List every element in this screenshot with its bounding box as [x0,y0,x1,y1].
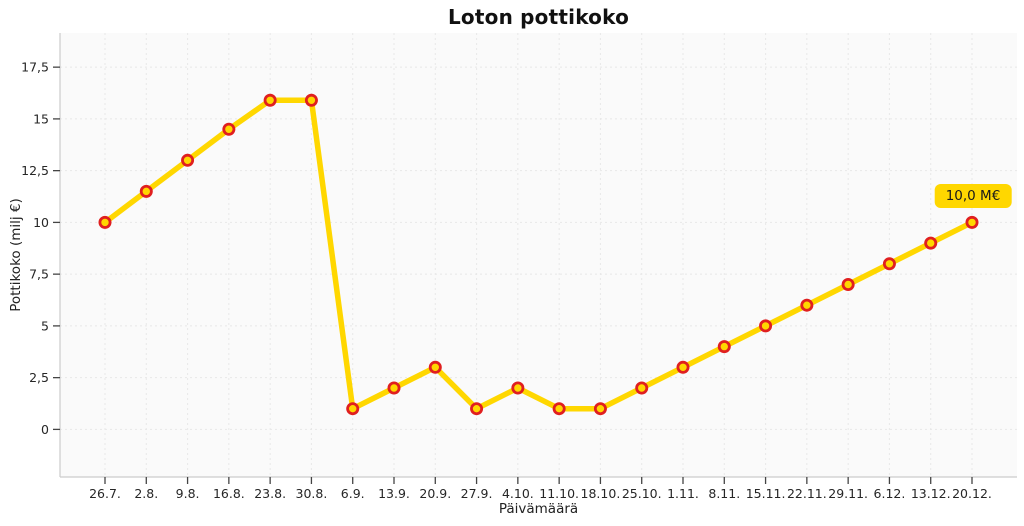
y-tick-label: 12,5 [21,163,49,178]
data-point [800,298,814,312]
y-tick-label: 17,5 [21,60,49,75]
x-tick-label: 13.9. [378,486,410,501]
x-tick-label: 2.8. [134,486,158,501]
x-tick-label: 15.11. [746,486,786,501]
data-point [428,360,442,374]
x-tick-label: 29.11. [828,486,868,501]
y-tick-label: 7,5 [29,267,49,282]
data-point [593,402,607,416]
data-point [552,402,566,416]
y-tick-label: 5 [41,318,49,333]
plot-panel [60,33,1017,477]
y-tick-label: 2,5 [29,370,49,385]
x-axis-title: Päivämäärä [498,501,579,517]
data-line [102,97,975,412]
data-point [882,257,896,271]
x-tick-label: 18.10. [581,486,621,501]
data-point [346,402,360,416]
y-axis-title: Pottikoko (milj €) [8,198,24,312]
x-tick-label: 4.10. [502,486,534,501]
data-point [635,381,649,395]
x-tick-label: 30.8. [296,486,328,501]
x-tick-label: 27.9. [461,486,493,501]
x-tick-label: 6.9. [341,486,365,501]
x-tick-label: 25.10. [622,486,662,501]
x-tick-label: 22.11. [787,486,827,501]
x-tick-label: 26.7. [89,486,121,501]
x-tick-label: 23.8. [254,486,286,501]
data-point [222,122,236,136]
x-tick-label: 13.12. [911,486,951,501]
y-tick-label: 15 [33,111,49,126]
data-point [304,93,318,107]
data-point [470,402,484,416]
data-point [98,215,112,229]
data-point [181,153,195,167]
x-tick-label: 11.10. [539,486,579,501]
annotation-badge: 10,0 M€ [934,184,1012,209]
data-point [263,93,277,107]
data-point [387,381,401,395]
x-tick-label: 1.11. [667,486,699,501]
data-point [841,277,855,291]
data-point [924,236,938,250]
data-point [139,184,153,198]
data-point [759,319,773,333]
data-point [511,381,525,395]
x-tick-label: 6.12. [874,486,906,501]
y-tick-label: 10 [33,215,49,230]
data-point [965,215,979,229]
x-tick-label: 20.9. [419,486,451,501]
y-tick-label: 0 [41,422,49,437]
chart-title: Loton pottikoko [447,5,630,29]
x-tick-label: 8.11. [708,486,740,501]
x-tick-label: 9.8. [176,486,200,501]
data-point [717,340,731,354]
x-tick-label: 20.12. [952,486,992,501]
x-tick-label: 16.8. [213,486,245,501]
data-point [676,360,690,374]
